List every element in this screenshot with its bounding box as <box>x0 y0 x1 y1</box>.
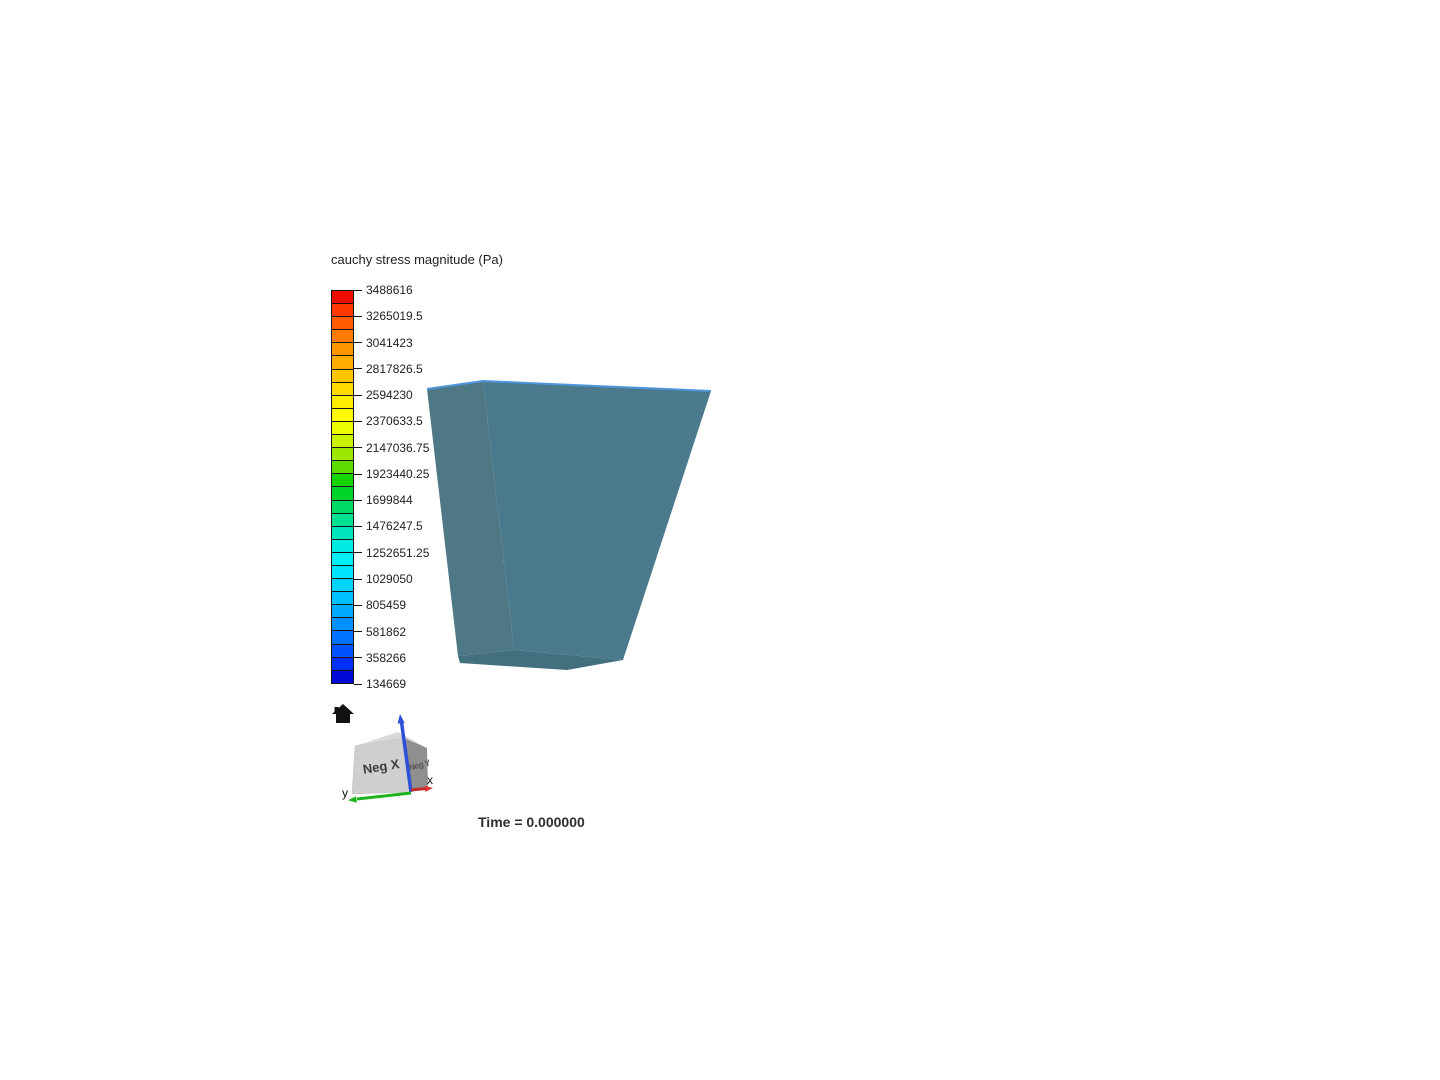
colorbar-segment <box>332 342 353 356</box>
x-axis-label: x <box>427 773 433 787</box>
tick-label: 2370633.5 <box>366 414 423 428</box>
tick-mark <box>354 552 362 553</box>
home-icon <box>332 704 354 723</box>
colorbar-segment <box>332 407 353 421</box>
colorbar-segment <box>332 656 353 670</box>
tick-label: 2817826.5 <box>366 362 423 376</box>
colorbar-segment <box>332 604 353 618</box>
colorbar-segment <box>332 551 353 565</box>
tick-mark <box>354 500 362 501</box>
colorbar-segment <box>332 617 353 631</box>
tick-mark <box>354 342 362 343</box>
z-axis-arrow <box>397 714 413 793</box>
colorbar-segment <box>332 381 353 395</box>
x-axis-arrow <box>410 785 433 792</box>
tick-mark <box>354 579 362 580</box>
colorbar-segment <box>332 291 353 304</box>
colorbar-segment <box>332 564 353 579</box>
cube-front-face-label: Neg X <box>362 756 401 777</box>
model-bottom-face <box>458 650 623 670</box>
tick-mark <box>354 447 362 448</box>
tick-mark <box>354 368 362 369</box>
colorbar-segment <box>332 591 353 605</box>
tick-mark <box>354 684 362 685</box>
colorbar-segment <box>332 473 353 487</box>
tick-mark <box>354 657 362 658</box>
colorbar-segment <box>332 538 353 552</box>
colorbar-segment <box>332 643 353 657</box>
tick-label: 3265019.5 <box>366 309 423 323</box>
colorbar-segment <box>332 460 353 474</box>
colorbar-segment <box>332 578 353 592</box>
tick-label: 1029050 <box>366 572 413 586</box>
tick-label: 1923440.25 <box>366 467 430 481</box>
colorbar <box>331 290 354 684</box>
tick-mark <box>354 474 362 475</box>
colorbar-segment <box>332 434 353 448</box>
home-button[interactable] <box>332 704 354 723</box>
tick-label: 581862 <box>366 625 407 639</box>
tick-label: 805459 <box>366 598 407 612</box>
colorbar-segment <box>332 447 353 461</box>
tick-label: 1252651.25 <box>366 546 430 560</box>
colorbar-segment <box>332 355 353 369</box>
model-3d-viewport[interactable] <box>410 365 730 685</box>
tick-mark <box>354 631 362 632</box>
colorbar-segment <box>332 486 353 500</box>
colorbar-segment <box>332 329 353 343</box>
colorbar-segment <box>332 669 353 683</box>
orientation-cube[interactable]: Neg X Neg Y <box>351 732 432 795</box>
colorbar-segment <box>332 303 353 317</box>
tick-label: 2147036.75 <box>366 441 430 455</box>
model-front-face <box>483 381 711 660</box>
time-label: Time = 0.000000 <box>478 814 585 830</box>
tick-label: 3488616 <box>366 283 413 297</box>
tick-label: 1699844 <box>366 493 413 507</box>
model-left-face <box>427 381 514 656</box>
tick-label: 3041423 <box>366 336 413 350</box>
colorbar-segment <box>332 512 353 526</box>
tick-mark <box>354 395 362 396</box>
tick-label: 1476247.5 <box>366 519 423 533</box>
colorbar-segment <box>332 525 353 539</box>
y-axis-label: y <box>342 786 348 800</box>
legend-title: cauchy stress magnitude (Pa) <box>331 252 503 267</box>
colorbar-segment <box>332 499 353 513</box>
tick-mark <box>354 605 362 606</box>
tick-mark <box>354 526 362 527</box>
model-top-edge-highlight <box>426 379 712 392</box>
colorbar-segment <box>332 368 353 382</box>
tick-label: 2594230 <box>366 388 413 402</box>
y-axis-arrow <box>348 791 412 803</box>
tick-label: 358266 <box>366 651 407 665</box>
colorbar-segment <box>332 394 353 408</box>
colorbar-segment <box>332 630 353 644</box>
tick-mark <box>354 290 362 291</box>
tick-label: 134669 <box>366 677 407 691</box>
tick-mark <box>354 421 362 422</box>
colorbar-segment <box>332 316 353 330</box>
tick-mark <box>354 316 362 317</box>
colorbar-segment <box>332 420 353 435</box>
orientation-widget: Neg X Neg Y y x <box>332 704 433 803</box>
